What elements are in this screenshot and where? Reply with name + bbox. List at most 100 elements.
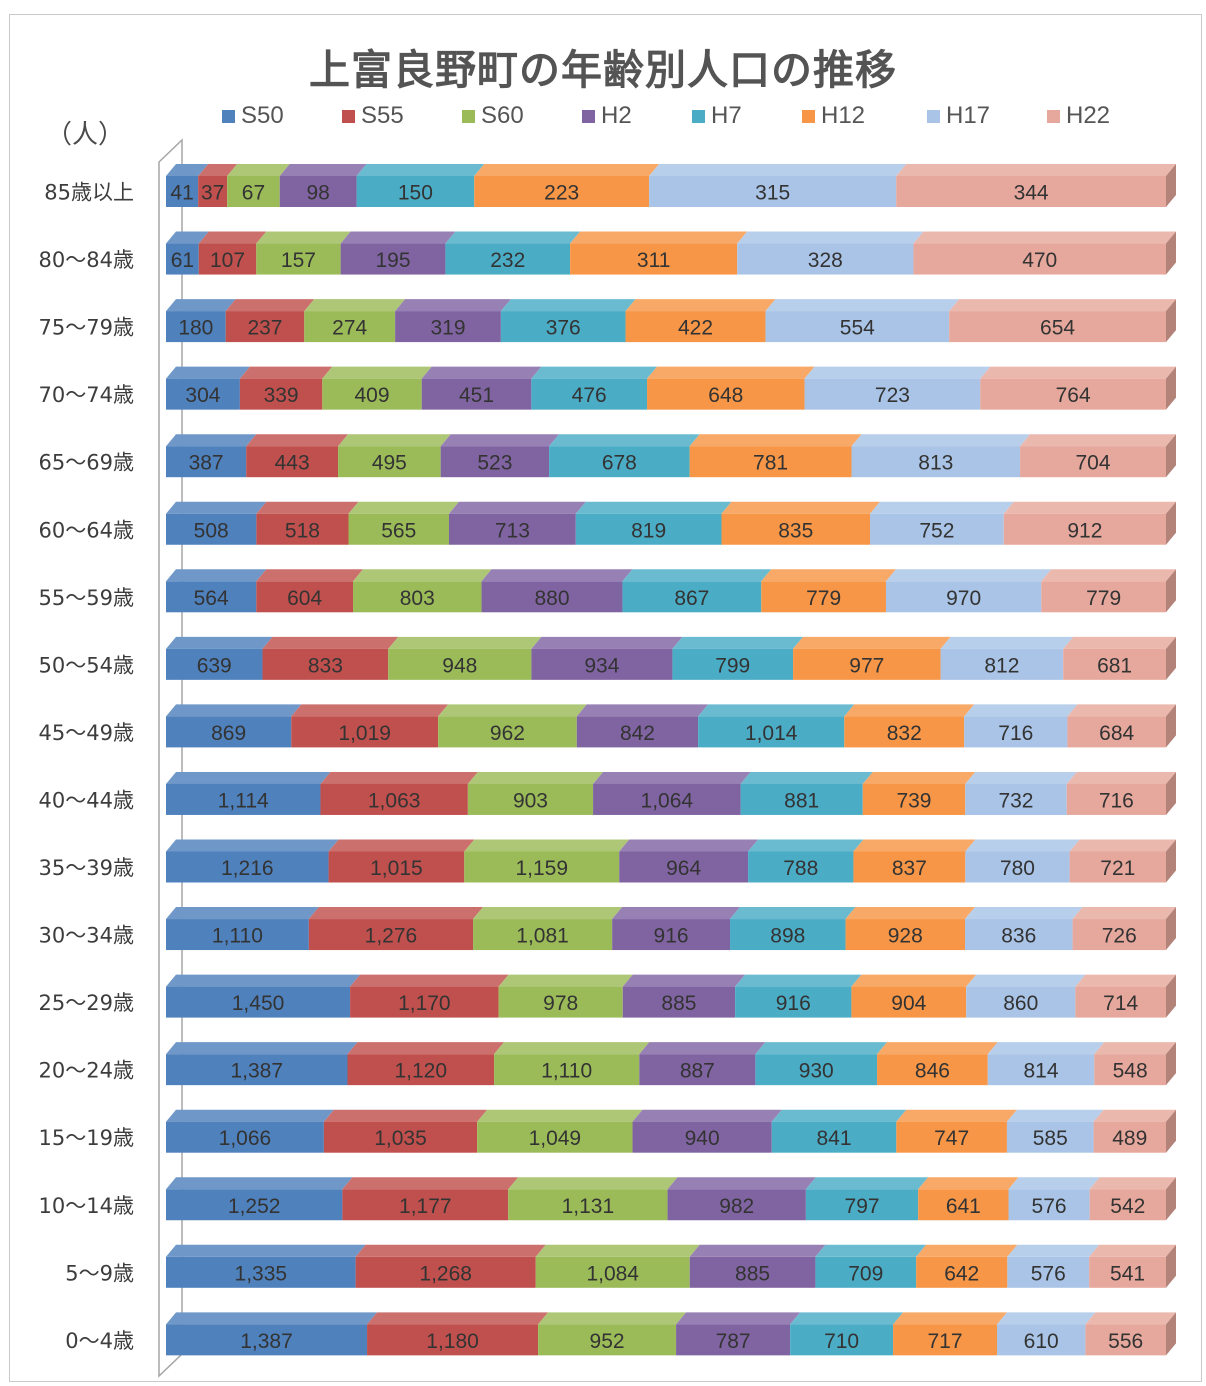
bar-segment-top <box>1006 1109 1104 1122</box>
bar-segment-top <box>862 771 976 784</box>
bar-segment-top <box>304 299 406 312</box>
data-label: 237 <box>247 317 282 340</box>
data-label: 948 <box>442 654 477 677</box>
bar-segment <box>166 378 240 410</box>
legend-label: H2 <box>601 102 632 129</box>
bar-segment <box>166 311 226 343</box>
data-label: 887 <box>680 1060 715 1083</box>
bar-segment-top <box>996 1312 1096 1325</box>
bar-segment <box>279 176 357 207</box>
bar-segment-top <box>893 1312 1007 1325</box>
bar-segment <box>473 919 613 951</box>
bar-segment-top <box>676 1312 801 1325</box>
data-label: 819 <box>631 519 666 542</box>
bar-segment <box>918 1189 1009 1221</box>
data-label: 836 <box>1001 925 1036 948</box>
bar-segment-side <box>1166 636 1176 680</box>
bar-segment <box>246 446 339 478</box>
bar-segment <box>166 176 199 207</box>
bar-segment <box>166 1256 356 1288</box>
bar-segment <box>1094 1054 1166 1086</box>
bar-segment-top <box>913 231 1176 244</box>
unit-label: （人） <box>46 120 125 150</box>
bar-segment-side <box>1166 501 1176 545</box>
bar-segment <box>166 1121 324 1153</box>
data-label: 476 <box>572 384 607 407</box>
data-label: 274 <box>332 317 367 340</box>
bar-row: 1,216 1,015 1,159 964 788 837 780 721 <box>166 839 1176 883</box>
data-label: 916 <box>654 925 689 948</box>
bar-segment <box>853 851 966 883</box>
bar-segment <box>844 716 965 748</box>
bar-segment-top <box>531 366 658 379</box>
bar-segment-side <box>1166 1177 1176 1221</box>
data-label: 328 <box>808 249 843 272</box>
bar-row: 1,110 1,276 1,081 916 898 928 836 726 <box>166 907 1176 951</box>
bar-segment-side <box>1166 771 1176 815</box>
bar-segment-top <box>340 231 456 244</box>
legend-label: H17 <box>946 102 991 129</box>
data-label: 977 <box>849 654 884 677</box>
bar-segment-top <box>730 907 856 920</box>
bar-segment-top <box>964 907 1083 920</box>
data-label: 1,131 <box>562 1195 615 1218</box>
bar-segment-top <box>632 1109 782 1122</box>
bar-segment-top <box>689 1244 826 1257</box>
data-label: 554 <box>840 317 875 340</box>
bar-segment-top <box>323 1109 488 1122</box>
data-label: 1,081 <box>516 925 569 948</box>
bar-segment-top <box>575 501 732 514</box>
bar-segment-side <box>1166 299 1176 343</box>
bar-segment <box>790 1324 894 1356</box>
bar-segment <box>721 513 871 545</box>
data-label: 564 <box>194 587 229 610</box>
data-label: 523 <box>477 452 512 475</box>
data-label: 1,216 <box>221 857 274 880</box>
bar-segment-top <box>639 1042 766 1055</box>
bar-segment <box>964 716 1068 748</box>
bar-segment <box>698 716 845 748</box>
data-label: 1,049 <box>529 1127 582 1150</box>
bar-segment-top <box>987 1042 1105 1055</box>
data-label: 451 <box>459 384 494 407</box>
data-label: 1,387 <box>240 1330 293 1353</box>
bar-segment <box>964 919 1073 951</box>
bar-segment-top <box>918 1177 1019 1190</box>
bar-segment <box>388 648 532 680</box>
bar-segment <box>1007 1256 1090 1288</box>
bar-segment-top <box>625 299 776 312</box>
bar-segment <box>735 986 852 1018</box>
bar-segment <box>440 446 550 478</box>
legend-item: H22 <box>1047 101 1110 131</box>
bar-segment <box>535 1256 690 1288</box>
data-label: 157 <box>281 249 316 272</box>
data-label: 799 <box>715 654 750 677</box>
bar-segment-top <box>964 704 1078 717</box>
bar-segment <box>239 378 323 410</box>
legend-swatch <box>342 109 355 123</box>
bar-segment-top <box>851 434 1031 447</box>
data-label: 232 <box>490 249 525 272</box>
bar-segment <box>576 716 699 748</box>
bar-segment-top <box>1020 434 1176 447</box>
bar-segment <box>647 378 805 410</box>
data-label: 710 <box>824 1330 859 1353</box>
bar-segment-top <box>1085 1312 1176 1325</box>
bar-segment <box>689 1256 816 1288</box>
data-label: 576 <box>1032 1195 1067 1218</box>
bar-segment-top <box>350 974 509 987</box>
bar-segment-top <box>612 907 741 920</box>
bar-segment-top <box>166 1177 353 1190</box>
bar-segment <box>464 851 620 883</box>
bar-segment-top <box>498 974 633 987</box>
bar-segment <box>342 1189 509 1221</box>
bar-segment <box>987 1054 1095 1086</box>
bar-segment <box>965 851 1070 883</box>
data-label: 642 <box>944 1262 979 1285</box>
bar-segment-top <box>338 434 451 447</box>
bar-segment <box>166 716 292 748</box>
data-label: 814 <box>1024 1060 1059 1083</box>
legend-swatch <box>692 109 705 123</box>
data-label: 339 <box>264 384 299 407</box>
legend-item: S50 <box>222 101 284 131</box>
